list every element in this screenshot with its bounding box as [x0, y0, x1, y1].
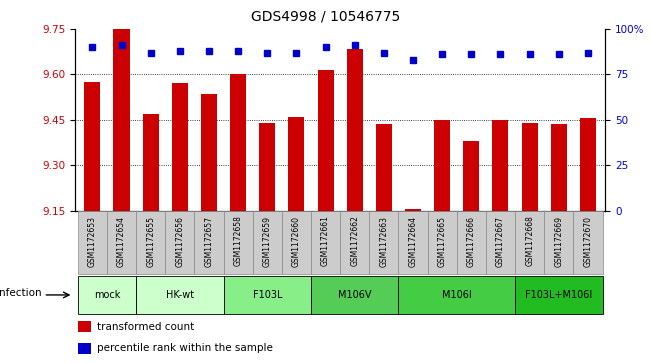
FancyBboxPatch shape: [223, 211, 253, 274]
Bar: [288, 117, 305, 211]
Text: M106I: M106I: [442, 290, 471, 300]
FancyBboxPatch shape: [107, 211, 136, 274]
FancyBboxPatch shape: [223, 276, 311, 314]
Text: GSM1172663: GSM1172663: [380, 216, 389, 266]
Bar: [143, 114, 159, 211]
Bar: [551, 124, 567, 211]
Bar: [85, 82, 100, 211]
FancyBboxPatch shape: [311, 276, 398, 314]
FancyBboxPatch shape: [457, 211, 486, 274]
Bar: [318, 70, 333, 211]
Bar: [347, 49, 363, 211]
Text: F103L+M106I: F103L+M106I: [525, 290, 592, 300]
Text: GSM1172661: GSM1172661: [321, 216, 330, 266]
Text: GSM1172658: GSM1172658: [234, 216, 243, 266]
Text: M106V: M106V: [338, 290, 372, 300]
Text: HK-wt: HK-wt: [166, 290, 194, 300]
Text: GSM1172662: GSM1172662: [350, 216, 359, 266]
Text: GSM1172660: GSM1172660: [292, 216, 301, 266]
Bar: [405, 209, 421, 211]
Text: GDS4998 / 10546775: GDS4998 / 10546775: [251, 9, 400, 23]
FancyBboxPatch shape: [515, 211, 544, 274]
Text: percentile rank within the sample: percentile rank within the sample: [97, 343, 273, 354]
Text: GSM1172669: GSM1172669: [554, 216, 563, 266]
Text: transformed count: transformed count: [97, 322, 195, 332]
FancyBboxPatch shape: [515, 276, 603, 314]
Bar: [113, 29, 130, 211]
FancyBboxPatch shape: [165, 211, 195, 274]
Text: GSM1172670: GSM1172670: [583, 216, 592, 266]
FancyBboxPatch shape: [369, 211, 398, 274]
FancyBboxPatch shape: [486, 211, 515, 274]
Bar: [580, 118, 596, 211]
Text: GSM1172664: GSM1172664: [409, 216, 417, 266]
Text: GSM1172665: GSM1172665: [437, 216, 447, 266]
Bar: [78, 343, 90, 354]
Bar: [521, 123, 538, 211]
Bar: [464, 141, 479, 211]
FancyBboxPatch shape: [398, 276, 515, 314]
Bar: [492, 120, 508, 211]
FancyBboxPatch shape: [253, 211, 282, 274]
FancyBboxPatch shape: [544, 211, 574, 274]
Bar: [376, 124, 392, 211]
FancyBboxPatch shape: [311, 211, 340, 274]
Text: GSM1172666: GSM1172666: [467, 216, 476, 266]
Bar: [78, 322, 90, 333]
Text: mock: mock: [94, 290, 120, 300]
Text: GSM1172657: GSM1172657: [204, 216, 214, 266]
Text: GSM1172667: GSM1172667: [496, 216, 505, 266]
Text: GSM1172656: GSM1172656: [175, 216, 184, 266]
Text: infection: infection: [0, 288, 41, 298]
FancyBboxPatch shape: [340, 211, 369, 274]
FancyBboxPatch shape: [136, 276, 223, 314]
FancyBboxPatch shape: [195, 211, 223, 274]
Text: GSM1172654: GSM1172654: [117, 216, 126, 266]
FancyBboxPatch shape: [136, 211, 165, 274]
Bar: [259, 123, 275, 211]
Bar: [434, 120, 450, 211]
FancyBboxPatch shape: [398, 211, 428, 274]
Text: GSM1172653: GSM1172653: [88, 216, 97, 266]
Text: GSM1172659: GSM1172659: [263, 216, 271, 266]
Bar: [230, 74, 246, 211]
Text: F103L: F103L: [253, 290, 282, 300]
FancyBboxPatch shape: [77, 276, 136, 314]
Text: GSM1172655: GSM1172655: [146, 216, 155, 266]
FancyBboxPatch shape: [77, 211, 107, 274]
Text: GSM1172668: GSM1172668: [525, 216, 534, 266]
FancyBboxPatch shape: [282, 211, 311, 274]
Bar: [172, 83, 188, 211]
Bar: [201, 94, 217, 211]
FancyBboxPatch shape: [428, 211, 457, 274]
FancyBboxPatch shape: [574, 211, 603, 274]
